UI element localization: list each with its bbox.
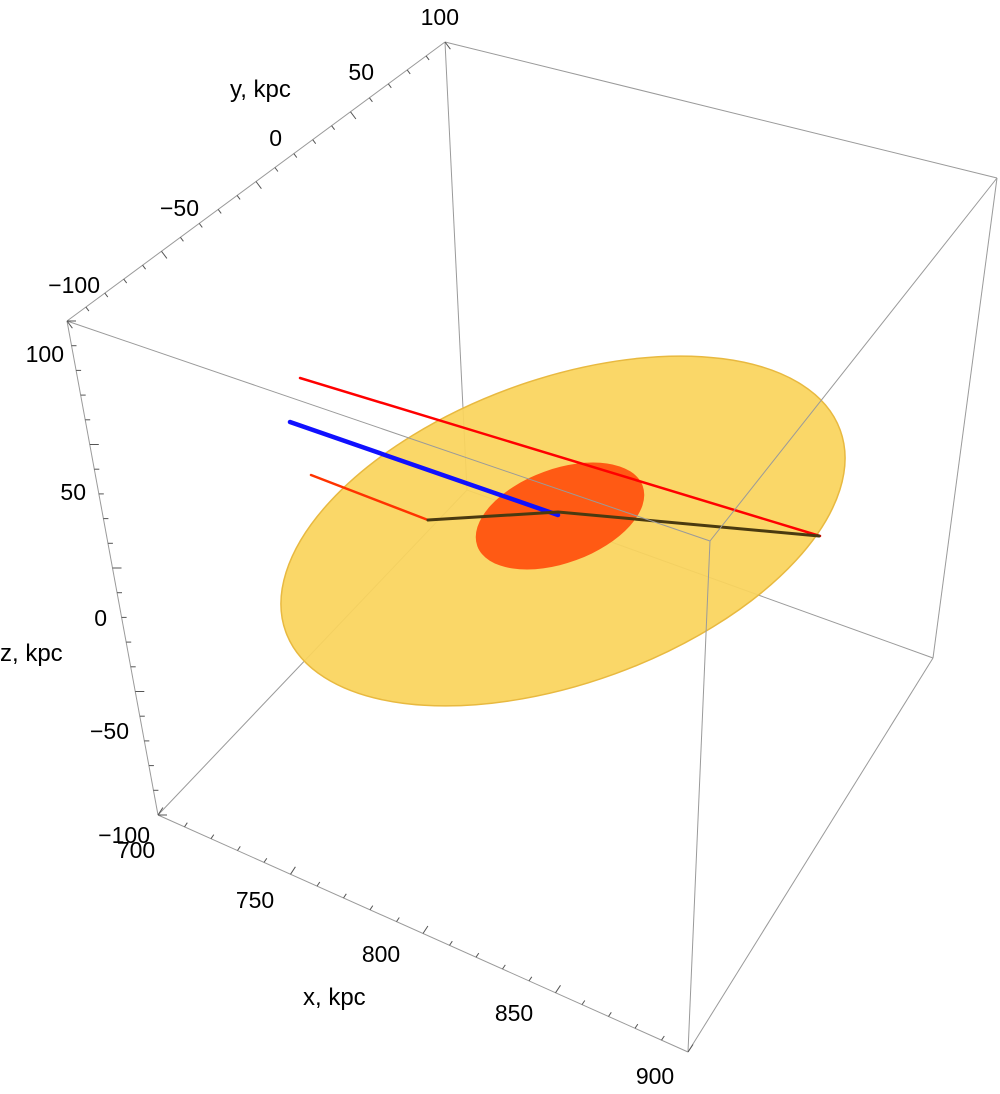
dark-path [426, 510, 821, 538]
y-tick-label: 50 [348, 59, 374, 85]
tick-mark [142, 264, 147, 270]
x-tick-label: 700 [117, 837, 155, 863]
tick-mark [343, 893, 347, 899]
z-tick-label: 100 [26, 341, 64, 367]
tick-mark [387, 83, 392, 89]
tick-mark [331, 125, 336, 130]
tick-mark [406, 69, 411, 75]
z-tick-label: −100 [98, 822, 150, 848]
x-tick-label: 850 [495, 1000, 533, 1026]
tick-mark [502, 964, 506, 970]
x-tick-label: 750 [236, 887, 274, 913]
y-tick-label: −50 [160, 195, 199, 221]
tick-marks [66, 41, 694, 1053]
red-line-upper [298, 376, 822, 538]
tick-mark [449, 940, 453, 946]
tick-mark [316, 881, 321, 887]
box-edge [932, 177, 998, 659]
box-edge [709, 177, 998, 542]
blue-line [287, 419, 561, 518]
x-axis-tick-labels: 700 750 800 850 900 [117, 837, 674, 1089]
z-axis-tick-labels: −100 −50 0 50 100 [26, 341, 150, 848]
y-tick-label: −100 [48, 272, 100, 298]
tick-mark [104, 292, 109, 298]
box-edge [444, 41, 998, 179]
tick-mark [85, 306, 90, 312]
tick-mark [422, 925, 429, 934]
box-edge [687, 540, 711, 1053]
tick-mark [210, 834, 215, 839]
tick-mark [425, 55, 430, 61]
tick-mark [312, 139, 317, 144]
trajectories [287, 376, 822, 538]
tick-mark [237, 846, 241, 851]
tick-mark [123, 278, 128, 284]
tick-mark [236, 195, 241, 200]
tick-mark [396, 917, 400, 922]
z-axis-label: z, kpc [0, 640, 63, 667]
tick-mark [255, 181, 262, 189]
tick-mark [368, 97, 373, 103]
tick-mark [184, 822, 188, 828]
tick-mark [161, 250, 168, 259]
tick-mark [290, 866, 296, 875]
tick-mark [687, 1044, 694, 1053]
tick-mark [581, 1000, 586, 1005]
tick-mark [528, 976, 533, 982]
tick-mark [217, 209, 222, 214]
tick-mark [608, 1012, 612, 1017]
box-edge [66, 320, 711, 542]
y-axis-tick-labels: −100 −50 0 50 100 [48, 4, 459, 298]
y-axis-label: y, kpc [230, 76, 291, 103]
x-tick-label: 800 [362, 941, 400, 967]
tick-mark [661, 1035, 665, 1041]
tick-mark [444, 41, 451, 50]
box-edge [687, 657, 934, 1053]
tick-mark [274, 167, 279, 172]
y-tick-label: 0 [269, 125, 282, 151]
x-axis-label: x, kpc [303, 984, 366, 1011]
tick-mark [198, 223, 203, 228]
tick-mark [350, 111, 357, 120]
tick-mark [475, 952, 480, 958]
tick-mark [369, 905, 374, 911]
z-tick-label: −50 [90, 718, 129, 744]
tick-mark [66, 320, 73, 329]
tick-mark [157, 807, 164, 816]
x-tick-label: 900 [636, 1063, 674, 1089]
z-tick-label: 50 [60, 479, 86, 505]
y-tick-label: 100 [421, 4, 459, 30]
orange-red-line [309, 473, 430, 522]
tick-mark [179, 237, 184, 242]
z-tick-label: 0 [94, 605, 107, 631]
tick-mark [263, 858, 268, 863]
tick-mark [634, 1023, 639, 1029]
tick-mark [293, 153, 298, 158]
tick-mark [555, 985, 561, 994]
